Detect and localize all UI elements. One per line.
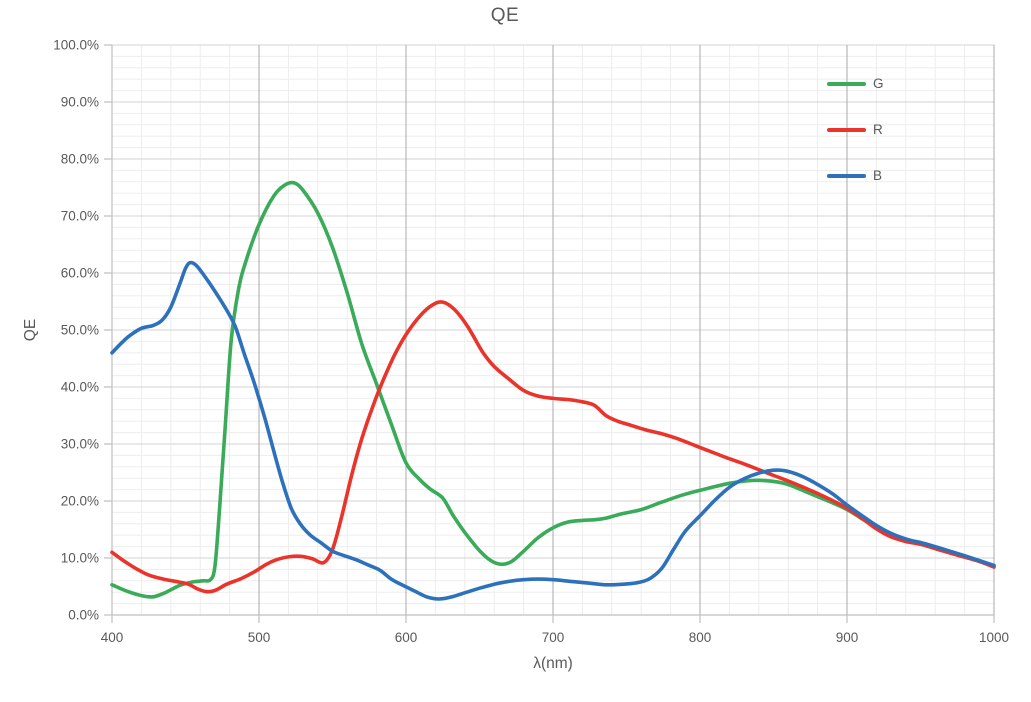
x-tick-label: 400 bbox=[101, 630, 124, 645]
legend-label: R bbox=[873, 122, 883, 137]
legend-label: B bbox=[873, 168, 883, 183]
x-axis-title: λ(nm) bbox=[533, 655, 573, 672]
series-g-curve bbox=[110, 180, 996, 599]
y-tick-label: 20.0% bbox=[61, 494, 99, 509]
legend-label: G bbox=[873, 76, 884, 91]
legend-swatch-r bbox=[827, 128, 866, 132]
y-tick-label: 90.0% bbox=[61, 95, 99, 110]
series-b-curve bbox=[110, 260, 996, 601]
y-tick-label: 10.0% bbox=[61, 551, 99, 566]
y-tick-label: 80.0% bbox=[61, 152, 99, 167]
y-axis-title: QE bbox=[22, 318, 39, 342]
y-tick-label: 40.0% bbox=[61, 380, 99, 395]
x-tick-label: 600 bbox=[395, 630, 418, 645]
x-tick-label: 800 bbox=[689, 630, 712, 645]
x-tick-label: 1000 bbox=[979, 630, 1009, 645]
series-r-curve bbox=[110, 300, 996, 594]
y-tick-label: 70.0% bbox=[61, 209, 99, 224]
legend-swatch-g bbox=[827, 82, 866, 86]
legend-item-g: G bbox=[827, 75, 884, 93]
y-tick-label: 50.0% bbox=[61, 323, 99, 338]
x-tick-label: 900 bbox=[836, 630, 859, 645]
y-tick-label: 100.0% bbox=[53, 38, 99, 53]
legend-item-r: R bbox=[827, 121, 883, 139]
y-tick-label: 0.0% bbox=[68, 608, 99, 623]
y-tick-label: 60.0% bbox=[61, 266, 99, 281]
legend-item-b: B bbox=[827, 167, 882, 185]
x-tick-label: 700 bbox=[542, 630, 565, 645]
x-tick-label: 500 bbox=[248, 630, 271, 645]
y-tick-label: 30.0% bbox=[61, 437, 99, 452]
legend-swatch-b bbox=[827, 174, 866, 178]
chart-title: QE bbox=[490, 5, 520, 26]
